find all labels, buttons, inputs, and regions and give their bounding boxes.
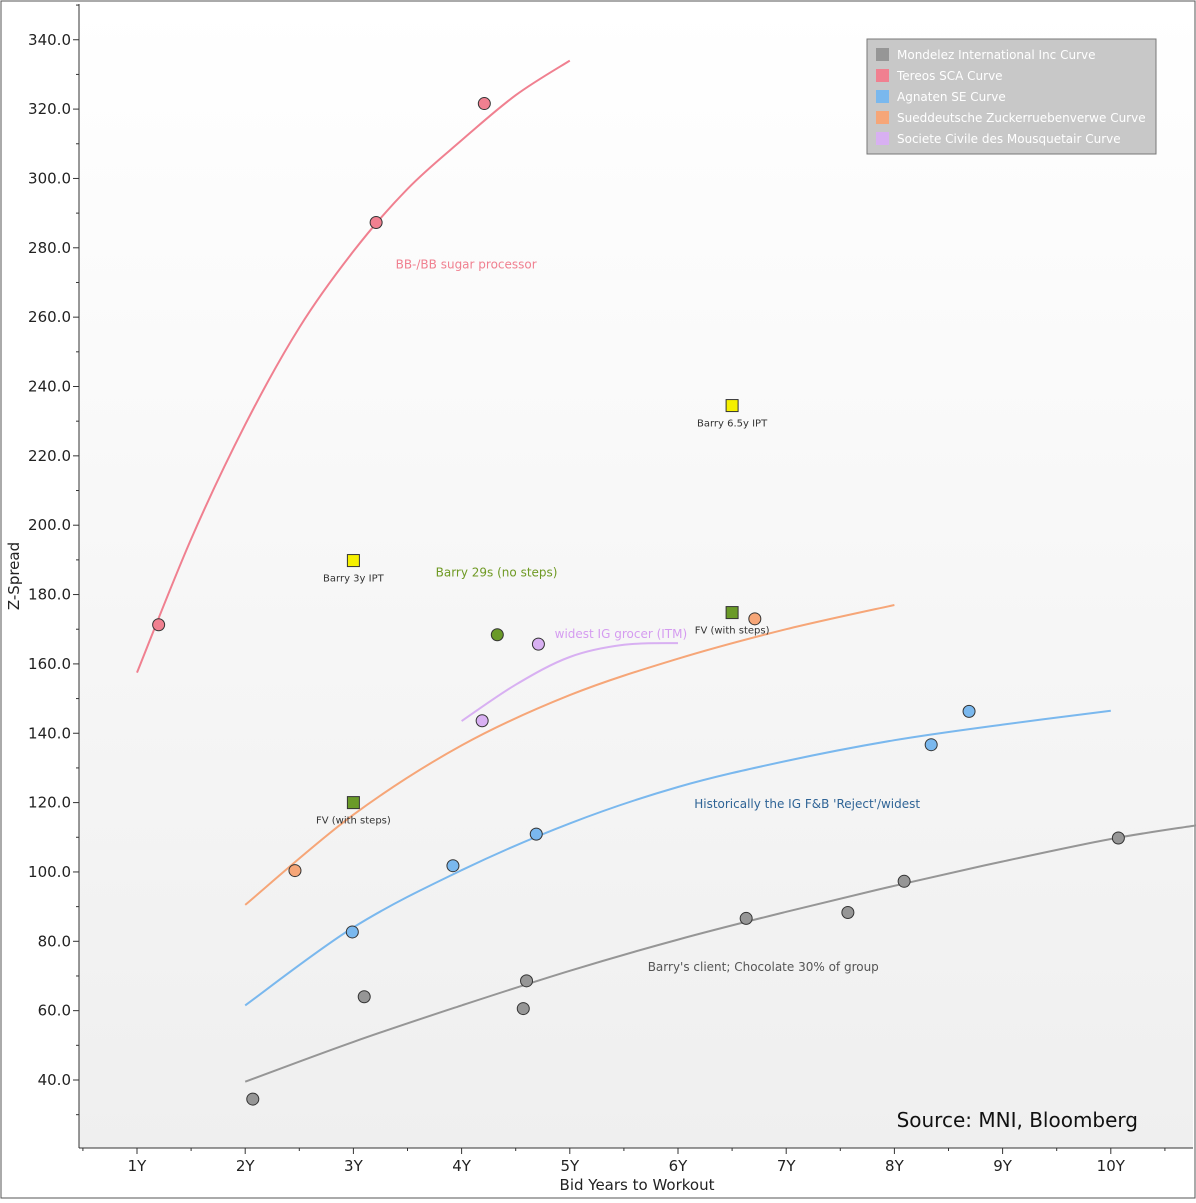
x-tick-label: 2Y xyxy=(236,1157,256,1175)
marker-fv-with-steps xyxy=(346,796,360,810)
data-point-mondelez-international-inc-curve xyxy=(357,990,371,1004)
legend-swatch xyxy=(876,69,889,82)
marker-label: Barry 3y IPT xyxy=(323,574,385,585)
y-tick-label: 60.0 xyxy=(38,1002,71,1020)
curves-layer xyxy=(136,59,1196,1083)
y-tick-label: 120.0 xyxy=(28,794,71,812)
data-point-agnaten-se-curve xyxy=(345,925,359,939)
axes-layer xyxy=(78,4,1193,1149)
marker-fv-with-steps xyxy=(725,606,739,620)
y-tick-label: 140.0 xyxy=(28,724,71,742)
x-ticks: 1Y 2Y 3Y 4Y 5Y 6Y 7Y 8Y 9Y 10Y xyxy=(82,1148,1166,1175)
x-tick-label: 8Y xyxy=(885,1157,905,1175)
y-tick-label: 80.0 xyxy=(38,932,71,950)
data-point-mondelez-international-inc-curve xyxy=(739,911,753,925)
data-point-sueddeutsche-zuckerruebenverwe-curve xyxy=(748,612,762,626)
y-tick-label: 280.0 xyxy=(28,239,71,257)
data-point-tereos-sca-curve xyxy=(152,618,166,632)
x-tick-label: 1Y xyxy=(128,1157,148,1175)
y-tick-label: 240.0 xyxy=(28,378,71,396)
plot-area xyxy=(79,4,1193,1148)
curve-sueddeutsche-zuckerruebenverwe-curve xyxy=(244,604,895,906)
legend-swatch xyxy=(876,90,889,103)
legend-entry-tereos-sca-curve: Tereos SCA Curve xyxy=(896,69,1003,83)
annotation-widest-ig-grocer-itm: widest IG grocer (ITM) xyxy=(555,627,688,641)
legend-box xyxy=(866,38,1157,155)
y-tick-label: 220.0 xyxy=(28,447,71,465)
data-point-agnaten-se-curve xyxy=(529,827,543,841)
curve-mondelez-international-inc-curve xyxy=(244,824,1196,1083)
x-tick-label: 10Y xyxy=(1097,1157,1126,1175)
legend-swatch xyxy=(876,132,889,145)
x-tick-label: 9Y xyxy=(993,1157,1013,1175)
y-tick-label: 300.0 xyxy=(28,169,71,187)
annotation-bb-bb-sugar-processor: BB-/BB sugar processor xyxy=(396,258,537,272)
y-ticks: 40.0 60.0 80.0 100.0 120.0 140.0 160.0 180.0 200… xyxy=(28,4,79,1116)
legend: Mondelez International Inc Curve Tereos S… xyxy=(866,38,1157,155)
y-tick-label: 180.0 xyxy=(28,586,71,604)
data-point-agnaten-se-curve xyxy=(446,859,460,873)
data-point-sueddeutsche-zuckerruebenverwe-curve xyxy=(288,864,302,878)
data-point-mondelez-international-inc-curve xyxy=(1111,831,1125,845)
annotation-barry-29s-no-steps: Barry 29s (no steps) xyxy=(436,566,558,580)
data-point-mondelez-international-inc-curve xyxy=(841,906,855,920)
annotation-barry-s-client-chocolate-30-of-group: Barry's client; Chocolate 30% of group xyxy=(648,960,879,974)
data-point-societe-civile-des-mousquetair-curve xyxy=(475,714,489,728)
legend-swatch xyxy=(876,48,889,61)
x-tick-label: 4Y xyxy=(452,1157,472,1175)
marker-barry-29s xyxy=(490,628,504,642)
legend-entry-agnaten-se-curve: Agnaten SE Curve xyxy=(897,90,1006,104)
legend-entry-societe-civile-des-mousquetair-curve: Societe Civile des Mousquetair Curve xyxy=(897,132,1121,146)
data-point-mondelez-international-inc-curve xyxy=(520,974,534,988)
data-point-agnaten-se-curve xyxy=(924,738,938,752)
legend-entry-mondelez-international-inc-curve: Mondelez International Inc Curve xyxy=(897,48,1096,62)
marker-label: Barry 6.5y IPT xyxy=(697,419,768,430)
x-tick-label: 3Y xyxy=(344,1157,364,1175)
data-point-tereos-sca-curve xyxy=(477,97,491,111)
y-tick-label: 340.0 xyxy=(28,31,71,49)
y-tick-label: 260.0 xyxy=(28,308,71,326)
data-point-tereos-sca-curve xyxy=(369,215,383,229)
x-tick-label: 7Y xyxy=(777,1157,797,1175)
curve-agnaten-se-curve xyxy=(244,709,1111,1007)
x-tick-label: 5Y xyxy=(560,1157,580,1175)
y-tick-label: 40.0 xyxy=(38,1071,71,1089)
marker-barry-6-5y-ipt xyxy=(725,399,739,413)
y-axis-label: Z-Spread xyxy=(5,542,23,610)
data-point-agnaten-se-curve xyxy=(962,704,976,718)
x-tick-label: 6Y xyxy=(669,1157,689,1175)
marker-barry-3y-ipt xyxy=(346,554,360,568)
marker-label: FV (with steps) xyxy=(316,816,391,827)
markers-layer: Barry 6.5y IPT Barry 3y IPT FV (with steps… xyxy=(316,399,770,827)
data-point-mondelez-international-inc-curve xyxy=(246,1092,260,1106)
legend-entry-sueddeutsche-zuckerruebenverwe-curve: Sueddeutsche Zuckerruebenverwe Curve xyxy=(897,111,1146,125)
data-point-societe-civile-des-mousquetair-curve xyxy=(531,637,545,651)
source-note: Source: MNI, Bloomberg xyxy=(897,1108,1138,1132)
annotations-layer: BB-/BB sugar processor Barry 29s (no step… xyxy=(396,258,921,975)
annotation-historically-the-ig-f-b-reject-widest: Historically the IG F&B 'Reject'/widest xyxy=(694,797,920,811)
y-tick-label: 320.0 xyxy=(28,100,71,118)
curve-societe-civile-des-mousquetair-curve xyxy=(461,642,679,722)
data-point-mondelez-international-inc-curve xyxy=(897,874,911,888)
marker-label: FV (with steps) xyxy=(695,626,770,637)
y-tick-label: 100.0 xyxy=(28,863,71,881)
data-point-mondelez-international-inc-curve xyxy=(516,1002,530,1016)
y-tick-label: 160.0 xyxy=(28,655,71,673)
x-axis-label: Bid Years to Workout xyxy=(560,1176,715,1194)
legend-swatch xyxy=(876,111,889,124)
y-tick-label: 200.0 xyxy=(28,516,71,534)
points-layer xyxy=(152,97,1125,1106)
curve-tereos-sca-curve xyxy=(136,59,571,673)
